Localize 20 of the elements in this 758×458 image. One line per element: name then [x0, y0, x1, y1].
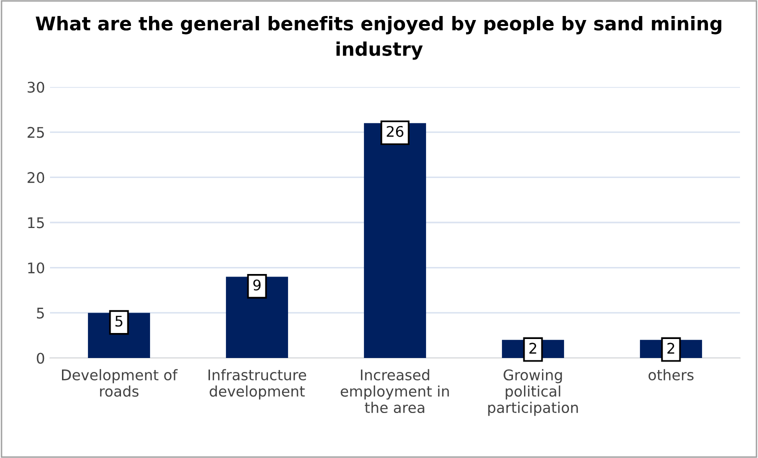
- x-tick-label: Development of roads: [62, 369, 178, 397]
- data-label: 5: [115, 316, 122, 327]
- data-label: 2: [529, 342, 536, 354]
- x-tick-label: Increased employment in the area: [340, 369, 449, 414]
- y-tick-label: 0: [36, 352, 44, 364]
- x-tick-label: others: [648, 369, 694, 380]
- y-tick-label: 20: [28, 172, 44, 184]
- x-tick-label: Infrastructure development: [208, 369, 306, 400]
- bar: [226, 276, 288, 358]
- data-label: 26: [386, 126, 404, 137]
- data-label: 9: [253, 280, 261, 291]
- bar: [364, 123, 426, 358]
- data-label: 2: [667, 342, 674, 354]
- y-tick-label: 15: [28, 217, 44, 228]
- y-tick-label: 25: [28, 126, 44, 138]
- x-tick-label: Growing political participation: [488, 369, 578, 416]
- y-tick-label: 30: [28, 82, 44, 93]
- y-tick-label: 10: [28, 262, 44, 274]
- chart-title: What are the general benefits enjoyed by people by sand mining industry: [36, 16, 722, 60]
- y-tick-label: 5: [36, 308, 44, 319]
